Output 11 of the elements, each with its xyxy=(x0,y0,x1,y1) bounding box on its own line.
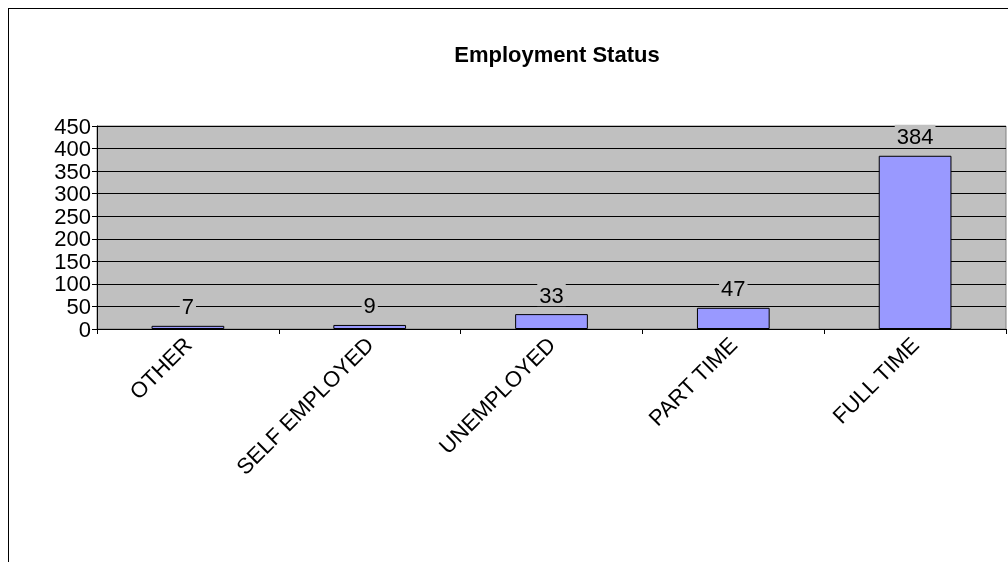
bar xyxy=(515,314,588,329)
data-label: 7 xyxy=(181,294,195,320)
bar xyxy=(151,325,225,329)
chart-title: Employment Status xyxy=(454,41,660,67)
y-tick-label: 450 xyxy=(54,113,91,139)
bar xyxy=(333,324,407,329)
y-tick-label: 0 xyxy=(78,316,91,342)
data-label: 9 xyxy=(363,293,376,319)
data-label: 47 xyxy=(721,276,746,302)
data-label: 33 xyxy=(539,282,564,308)
data-label: 384 xyxy=(896,124,934,150)
